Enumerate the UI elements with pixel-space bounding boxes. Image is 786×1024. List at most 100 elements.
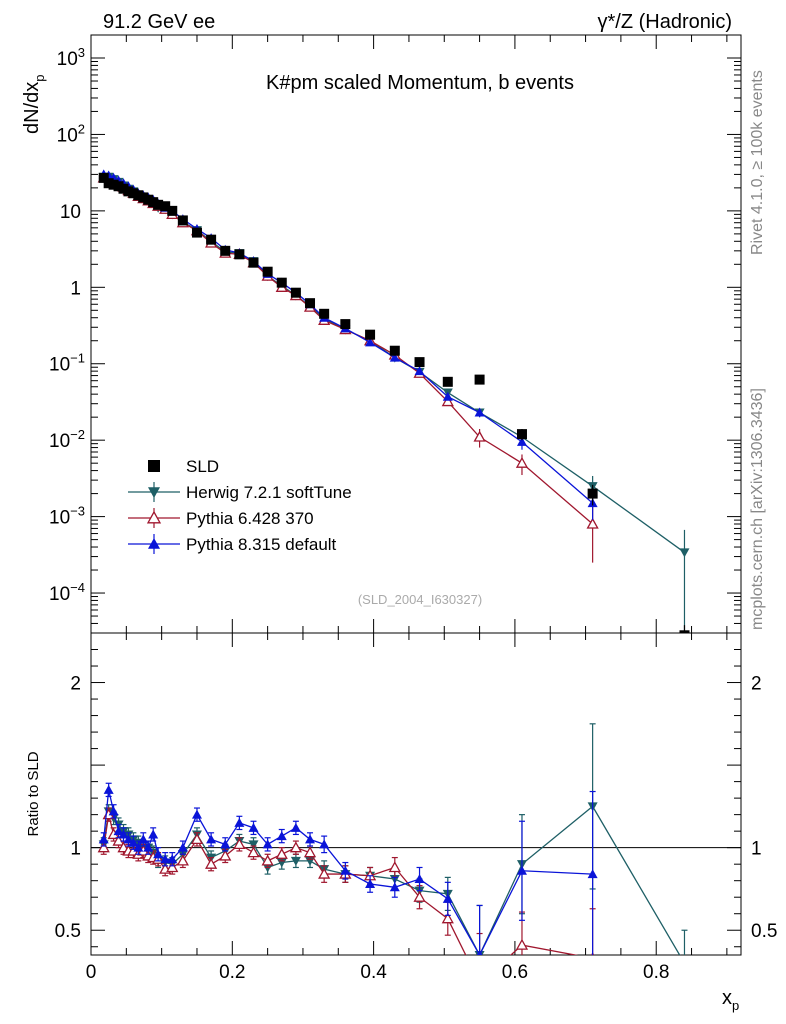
main-series-layer [97, 169, 690, 633]
ratio-point-pythia6 [205, 857, 218, 869]
point-pythia8 [516, 436, 527, 446]
x-tick-label: 0.2 [219, 962, 245, 983]
tick-exponent: −3 [70, 504, 85, 519]
point-sld [679, 630, 690, 633]
ratio-point-pythia8 [206, 834, 217, 844]
point-pythia8 [442, 391, 453, 401]
y-axis-label: dN/dxp [21, 75, 47, 134]
point-pythia6 [441, 395, 454, 407]
point-sld [587, 488, 598, 499]
ratio-y-tick-label: 0.5 [55, 921, 81, 942]
ratio-y-tick-label-right: 2 [751, 674, 762, 695]
main-axis-ticks [90, 34, 741, 634]
ratio-y-tick-label-right: 1 [751, 839, 762, 860]
point-sld [365, 329, 376, 340]
point-sld [191, 227, 202, 238]
ratio-point-herwig [248, 840, 259, 850]
ratio-point-pythia8 [365, 878, 376, 888]
x-tick-labels: 0 0.2 0.4 0.6 0.8 [86, 962, 670, 983]
main-y-tick-label: 103 [57, 45, 85, 70]
ratio-point-pythia6 [303, 846, 317, 858]
point-sld [516, 429, 527, 440]
ratio-point-pythia8 [340, 865, 351, 875]
ratio-point-pythia8 [516, 865, 527, 875]
ratio-point-pythia8 [248, 822, 259, 832]
point-sld [319, 308, 330, 319]
main-y-tick-label: 10 [60, 202, 81, 223]
tick-exponent: −4 [70, 580, 85, 595]
ratio-point-pythia8 [319, 839, 330, 849]
ratio-point-pythia6 [176, 854, 189, 866]
ratio-point-pythia8 [123, 834, 134, 844]
ratio-point-pythia6 [190, 833, 204, 845]
x-axis-label: xp [722, 987, 739, 1013]
tick-exponent: −1 [70, 351, 85, 366]
ratio-point-pythia8 [191, 809, 202, 819]
x-tick-label: 0.6 [502, 962, 528, 983]
ratio-panel: 0.5 1 2 0.5 1 2 Ratio to SLD [25, 632, 777, 956]
chart-title: K#pm scaled Momentum, b events [266, 72, 574, 94]
x-tick-label: 0.8 [643, 962, 669, 983]
legend-item: Pythia 8.315 default [128, 534, 337, 554]
legend-item: Herwig 7.2.1 softTune [128, 482, 352, 502]
ratio-series-pythia8 [98, 782, 598, 955]
ratio-y-tick-label: 2 [70, 674, 81, 695]
point-sld [98, 172, 109, 183]
point-sld [153, 199, 164, 210]
point-sld [177, 215, 188, 226]
legend-marker [148, 538, 160, 549]
ratio-frame [90, 632, 742, 956]
point-herwig [679, 548, 690, 558]
analysis-id-label: (SLD_2004_I630327) [358, 592, 482, 607]
point-pythia6 [586, 517, 599, 529]
ratio-point-pythia8 [220, 839, 231, 849]
ratio-y-tick-labels: 0.5 1 2 [55, 674, 81, 943]
legend-item: Pythia 6.428 370 [128, 508, 314, 528]
main-y-tick-label: 10−3 [49, 504, 85, 529]
ratio-point-pythia8 [389, 882, 400, 892]
ratio-point-pythia8 [133, 842, 144, 852]
x-tick-label: 0 [86, 962, 97, 983]
ratio-point-pythia6 [318, 867, 331, 879]
ratio-point-pythia8 [148, 829, 159, 839]
ratio-point-pythia6 [515, 938, 529, 950]
point-pythia8 [389, 352, 400, 362]
legend-marker [148, 460, 160, 472]
x-axis-label-main: x [722, 987, 732, 1009]
ratio-point-pythia6 [413, 890, 426, 902]
legend-label: SLD [186, 457, 219, 476]
point-sld [276, 277, 287, 288]
ratio-y-axis-label: Ratio to SLD [25, 751, 42, 836]
legend-label: Pythia 6.428 370 [186, 509, 314, 528]
ratio-point-pythia6 [219, 849, 232, 861]
legend: SLD Herwig 7.2.1 softTune Pythia 6.428 370… [128, 457, 352, 554]
ratio-y-tick-label-right: 0.5 [751, 921, 777, 942]
main-y-tick-label: 102 [57, 121, 85, 146]
legend-label: Pythia 8.315 default [186, 535, 337, 554]
point-pythia6 [473, 430, 486, 442]
tick-base: 10 [49, 431, 70, 452]
x-tick-label: 0.4 [360, 962, 387, 983]
tick-base: 10 [49, 355, 70, 376]
ratio-point-pythia8 [276, 831, 287, 841]
ratio-point-pythia8 [476, 950, 483, 955]
ratio-point-pythia6 [441, 912, 454, 924]
point-sld [248, 257, 259, 268]
y-axis-label-main: dN/dx [21, 82, 43, 134]
main-y-tick-label: 10−1 [49, 351, 85, 376]
point-pythia6 [515, 456, 529, 468]
ratio-y-tick-labels-right: 0.5 1 2 [751, 674, 777, 943]
point-sld [160, 201, 171, 212]
ratio-point-pythia8 [587, 869, 598, 879]
point-sld [167, 205, 178, 216]
point-sld [340, 319, 351, 330]
tick-exponent: 3 [78, 45, 85, 60]
point-sld [290, 287, 301, 298]
ratio-point-pythia8 [103, 784, 114, 794]
tick-exponent: 2 [78, 121, 85, 136]
ratio-point-pythia6 [289, 841, 302, 853]
ratio-point-pythia6 [97, 841, 110, 853]
